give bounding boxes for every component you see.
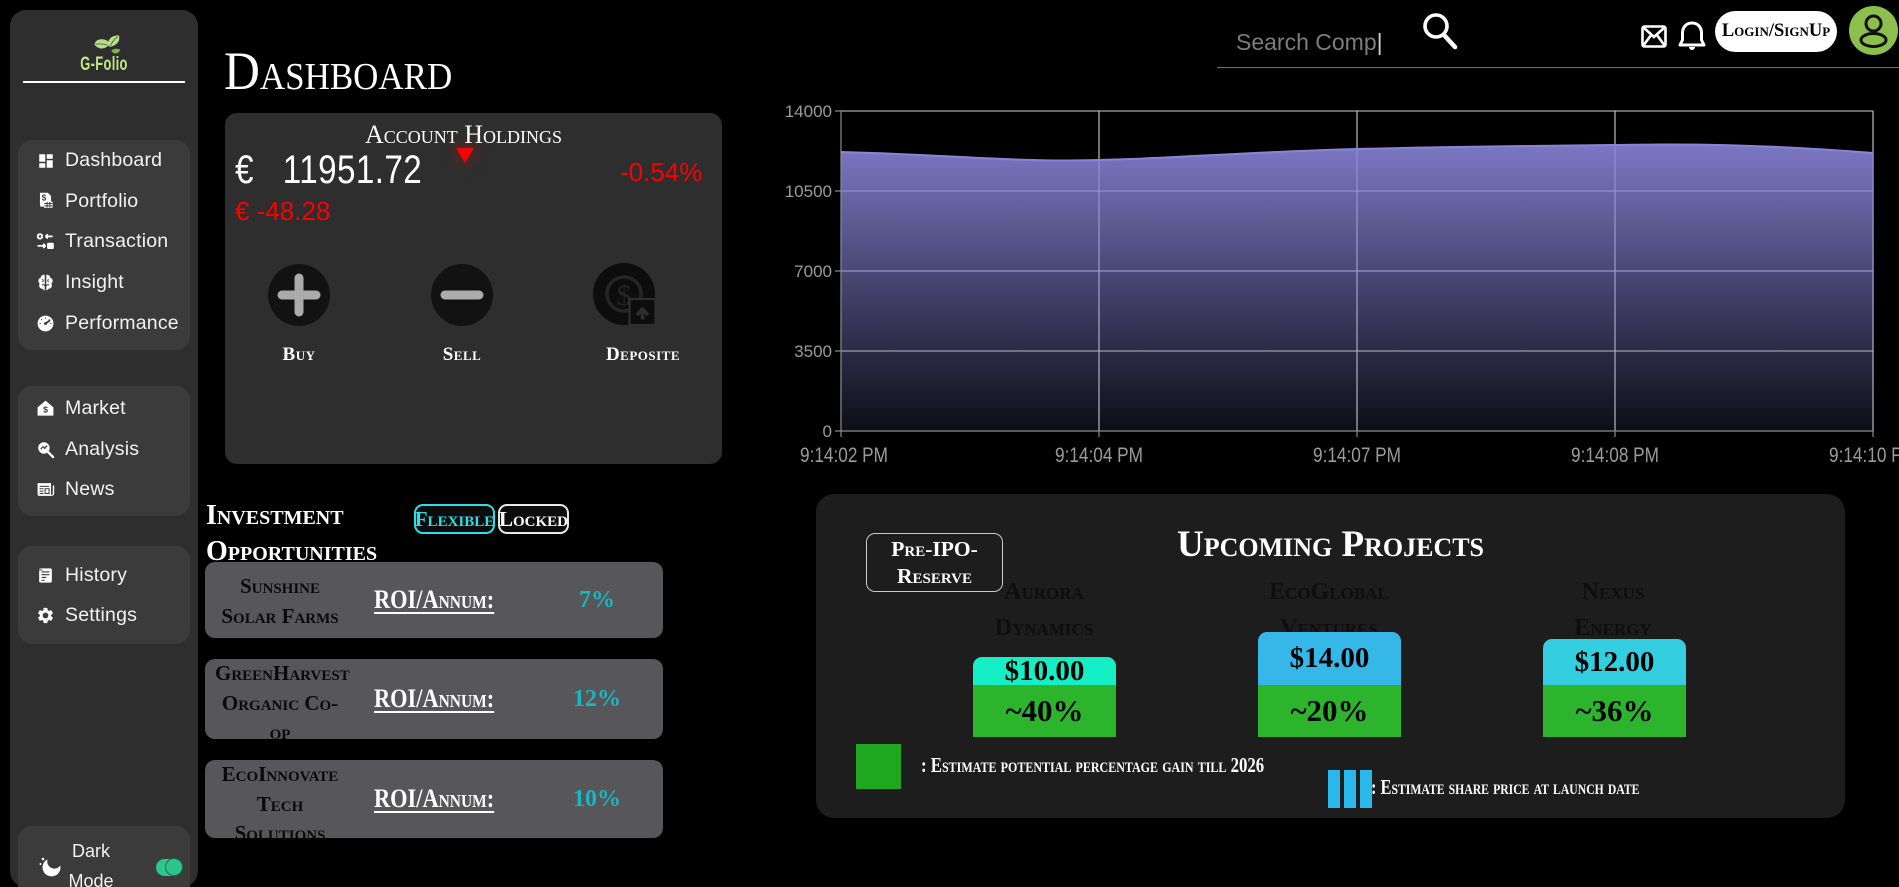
svg-text:9:14:10 PM: 9:14:10 PM [1829, 443, 1899, 467]
svg-text:14000: 14000 [785, 102, 832, 121]
svg-text:0: 0 [823, 422, 832, 441]
svg-text:9:14:02 PM: 9:14:02 PM [800, 443, 888, 467]
svg-text:10500: 10500 [785, 182, 832, 201]
svg-text:9:14:07 PM: 9:14:07 PM [1313, 443, 1401, 467]
svg-text:$: $ [43, 404, 48, 414]
svg-text:3500: 3500 [794, 342, 832, 361]
svg-text:9:14:08 PM: 9:14:08 PM [1571, 443, 1659, 467]
svg-text:$: $ [42, 194, 47, 203]
svg-text:7000: 7000 [794, 262, 832, 281]
svg-text:$: $ [617, 279, 632, 312]
svg-text:9:14:04 PM: 9:14:04 PM [1055, 443, 1143, 467]
